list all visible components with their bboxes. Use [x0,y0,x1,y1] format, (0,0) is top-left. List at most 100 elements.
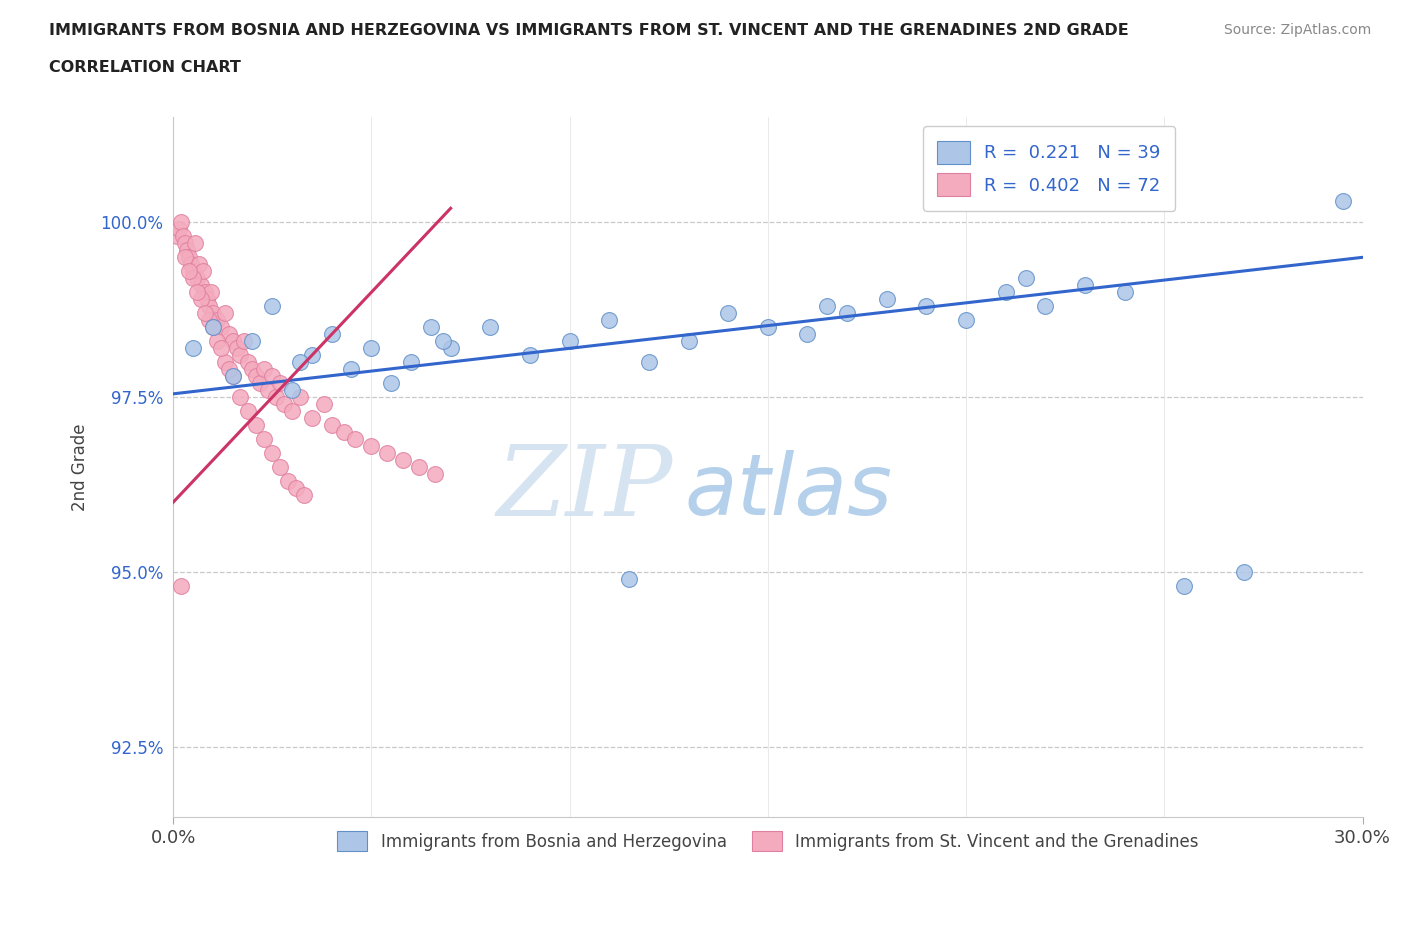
Point [301,411,323,426]
Point [1173,579,1195,594]
Point [340,362,363,377]
Point [360,439,382,454]
Point [218,326,240,341]
Point [245,369,267,384]
Point [558,334,581,349]
Point [292,488,315,503]
Point [186,271,208,286]
Point [837,306,859,321]
Point [190,278,212,293]
Point [419,320,441,335]
Point [240,362,263,377]
Point [201,306,224,321]
Point [238,404,260,418]
Point [218,362,240,377]
Point [281,383,304,398]
Point [238,355,260,370]
Point [617,572,640,587]
Point [678,334,700,349]
Point [915,299,938,313]
Point [181,264,204,279]
Point [344,432,367,446]
Point [519,348,541,363]
Point [301,348,323,363]
Point [209,341,232,356]
Point [264,390,287,405]
Point [408,460,430,475]
Point [277,474,299,489]
Point [221,369,243,384]
Point [229,390,252,405]
Point [181,341,204,356]
Point [190,292,212,307]
Point [229,348,252,363]
Text: Source: ZipAtlas.com: Source: ZipAtlas.com [1223,23,1371,37]
Point [269,376,291,391]
Point [170,579,193,594]
Point [240,334,263,349]
Point [637,355,661,370]
Point [321,326,343,341]
Point [172,229,194,244]
Point [177,250,200,265]
Point [380,376,402,391]
Point [321,418,343,432]
Point [432,334,454,349]
Point [181,271,204,286]
Point [249,376,271,391]
Point [1014,271,1036,286]
Text: atlas: atlas [685,450,893,534]
Point [1035,299,1057,313]
Point [194,306,217,321]
Point [423,467,446,482]
Point [225,341,247,356]
Point [233,334,256,349]
Point [360,341,382,356]
Point [262,299,284,313]
Point [194,285,217,299]
Text: IMMIGRANTS FROM BOSNIA AND HERZEGOVINA VS IMMIGRANTS FROM ST. VINCENT AND THE GR: IMMIGRANTS FROM BOSNIA AND HERZEGOVINA V… [49,23,1129,38]
Point [399,355,422,370]
Point [756,320,779,335]
Point [375,445,398,460]
Point [184,236,207,251]
Point [214,355,236,370]
Point [191,264,214,279]
Point [200,285,222,299]
Point [174,250,197,265]
Point [262,445,284,460]
Point [221,369,243,384]
Point [214,306,236,321]
Legend: Immigrants from Bosnia and Herzegovina, Immigrants from St. Vincent and the Gren: Immigrants from Bosnia and Herzegovina, … [330,824,1205,858]
Point [262,369,284,384]
Point [253,362,276,377]
Point [1074,278,1097,293]
Point [598,312,620,327]
Point [273,397,295,412]
Y-axis label: 2nd Grade: 2nd Grade [72,423,89,512]
Point [332,425,354,440]
Point [221,334,243,349]
Point [392,453,415,468]
Point [176,243,198,258]
Point [312,397,335,412]
Point [285,481,308,496]
Point [201,320,224,335]
Point [815,299,838,313]
Point [205,334,228,349]
Point [186,285,208,299]
Point [717,306,740,321]
Point [1331,193,1354,208]
Point [187,257,209,272]
Point [479,320,502,335]
Point [209,320,232,335]
Point [269,460,291,475]
Point [288,390,311,405]
Point [1114,285,1136,299]
Point [201,320,224,335]
Point [876,292,898,307]
Point [955,312,977,327]
Point [166,229,188,244]
Point [288,355,311,370]
Point [281,404,304,418]
